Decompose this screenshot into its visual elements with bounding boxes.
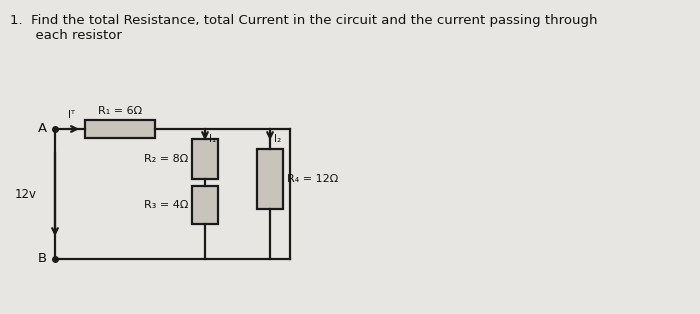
Text: 12v: 12v — [15, 187, 37, 201]
Text: B: B — [38, 252, 47, 266]
Text: 1.  Find the total Resistance, total Current in the circuit and the current pass: 1. Find the total Resistance, total Curr… — [10, 14, 598, 27]
Text: R₄ = 12Ω: R₄ = 12Ω — [287, 174, 338, 184]
Bar — [85, 120, 155, 138]
Text: Iᵀ: Iᵀ — [68, 110, 75, 120]
Text: I₁: I₁ — [209, 134, 216, 144]
Text: A: A — [38, 122, 47, 136]
Bar — [192, 186, 218, 224]
Bar — [192, 139, 218, 179]
Text: R₁ = 6Ω: R₁ = 6Ω — [98, 106, 142, 116]
Text: I₂: I₂ — [274, 134, 281, 144]
Text: each resistor: each resistor — [10, 29, 122, 42]
Text: R₃ = 4Ω: R₃ = 4Ω — [144, 200, 188, 210]
Text: R₂ = 8Ω: R₂ = 8Ω — [144, 154, 188, 164]
Bar — [257, 149, 283, 209]
